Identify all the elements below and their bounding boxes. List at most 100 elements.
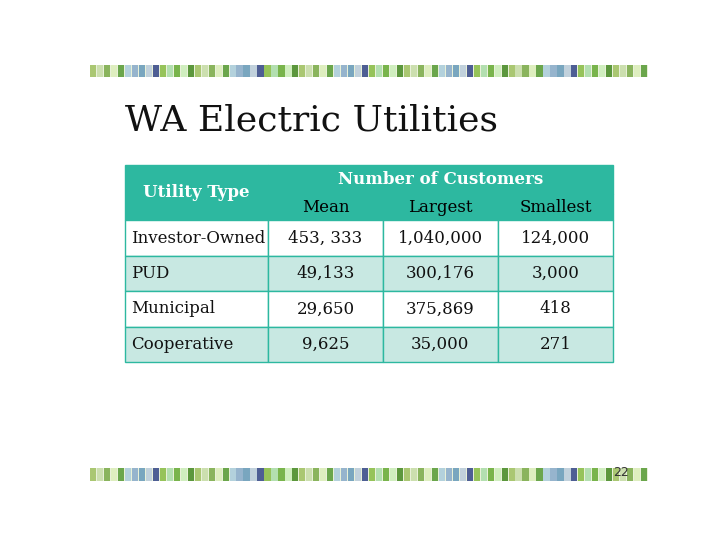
Bar bbox=[264, 65, 271, 77]
Bar bbox=[502, 468, 508, 481]
Bar bbox=[251, 65, 256, 77]
Bar bbox=[320, 65, 326, 77]
Bar bbox=[236, 468, 243, 481]
Text: WA Electric Utilities: WA Electric Utilities bbox=[125, 103, 498, 137]
Bar bbox=[397, 468, 403, 481]
Bar bbox=[593, 65, 598, 77]
Bar bbox=[125, 165, 269, 220]
Bar bbox=[425, 468, 431, 481]
Bar bbox=[523, 468, 528, 481]
Bar bbox=[90, 468, 648, 481]
Bar bbox=[459, 65, 466, 77]
Bar bbox=[550, 468, 557, 481]
Bar bbox=[153, 65, 159, 77]
Bar bbox=[390, 65, 396, 77]
Bar bbox=[264, 468, 271, 481]
Bar bbox=[508, 468, 515, 481]
Bar bbox=[90, 65, 648, 77]
Bar bbox=[313, 65, 320, 77]
Bar bbox=[495, 468, 500, 481]
Bar bbox=[536, 65, 543, 77]
Bar bbox=[498, 256, 613, 291]
Bar bbox=[467, 65, 473, 77]
Text: 271: 271 bbox=[539, 336, 572, 353]
Bar bbox=[523, 65, 528, 77]
Bar bbox=[97, 65, 103, 77]
Bar bbox=[648, 65, 654, 77]
Bar bbox=[418, 65, 424, 77]
Bar bbox=[536, 468, 543, 481]
Bar bbox=[655, 468, 661, 481]
Bar bbox=[446, 468, 452, 481]
Bar bbox=[418, 468, 424, 481]
Bar bbox=[306, 65, 312, 77]
Bar bbox=[397, 65, 403, 77]
Bar bbox=[578, 65, 585, 77]
Bar bbox=[508, 65, 515, 77]
Bar bbox=[271, 468, 277, 481]
Bar bbox=[529, 65, 536, 77]
Bar bbox=[557, 65, 564, 77]
Bar bbox=[222, 468, 229, 481]
Text: Smallest: Smallest bbox=[519, 199, 592, 216]
Bar bbox=[145, 468, 152, 481]
Bar bbox=[167, 468, 173, 481]
Bar bbox=[369, 65, 375, 77]
Bar bbox=[516, 65, 522, 77]
Text: 124,000: 124,000 bbox=[521, 230, 590, 247]
Text: 300,176: 300,176 bbox=[406, 265, 474, 282]
Text: Municipal: Municipal bbox=[131, 300, 215, 318]
Text: Cooperative: Cooperative bbox=[131, 336, 233, 353]
Bar bbox=[585, 468, 591, 481]
Bar bbox=[641, 65, 647, 77]
Bar bbox=[502, 65, 508, 77]
Bar bbox=[230, 65, 235, 77]
Bar bbox=[174, 65, 180, 77]
Bar bbox=[411, 468, 417, 481]
Bar bbox=[111, 65, 117, 77]
Bar bbox=[269, 291, 383, 327]
Bar bbox=[432, 65, 438, 77]
Bar bbox=[285, 468, 292, 481]
Bar bbox=[104, 468, 110, 481]
Bar bbox=[481, 65, 487, 77]
Bar bbox=[313, 468, 320, 481]
Bar bbox=[404, 468, 410, 481]
Bar bbox=[90, 65, 96, 77]
Bar bbox=[550, 65, 557, 77]
Bar bbox=[467, 468, 473, 481]
Bar bbox=[369, 468, 375, 481]
Bar bbox=[269, 194, 383, 220]
Bar bbox=[432, 468, 438, 481]
Bar bbox=[306, 468, 312, 481]
Bar bbox=[544, 65, 549, 77]
Bar bbox=[495, 65, 500, 77]
Text: 49,133: 49,133 bbox=[297, 265, 355, 282]
Bar bbox=[453, 65, 459, 77]
Bar bbox=[474, 65, 480, 77]
Bar bbox=[634, 468, 640, 481]
Bar bbox=[251, 468, 256, 481]
Bar bbox=[160, 65, 166, 77]
Bar bbox=[104, 65, 110, 77]
Bar bbox=[383, 256, 498, 291]
Bar bbox=[209, 468, 215, 481]
Bar bbox=[202, 468, 208, 481]
Bar bbox=[341, 468, 347, 481]
Bar bbox=[139, 468, 145, 481]
Bar bbox=[188, 468, 194, 481]
Bar bbox=[160, 468, 166, 481]
Bar bbox=[258, 468, 264, 481]
Bar bbox=[655, 65, 661, 77]
Text: Investor-Owned: Investor-Owned bbox=[131, 230, 266, 247]
Bar bbox=[181, 468, 187, 481]
Bar bbox=[459, 468, 466, 481]
Bar bbox=[153, 468, 159, 481]
Bar bbox=[355, 65, 361, 77]
Bar bbox=[118, 468, 124, 481]
Bar bbox=[269, 256, 383, 291]
Bar bbox=[194, 468, 201, 481]
Bar bbox=[279, 468, 284, 481]
Bar bbox=[355, 468, 361, 481]
Bar bbox=[334, 65, 341, 77]
